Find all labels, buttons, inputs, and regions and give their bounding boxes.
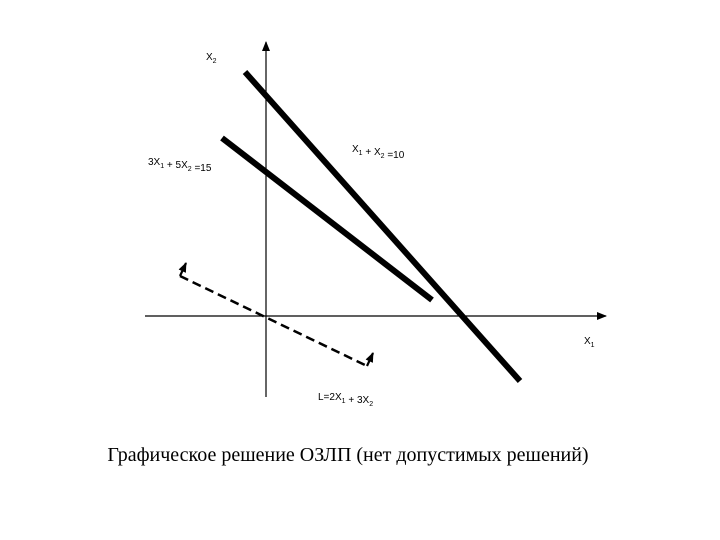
label-subscript: 1 bbox=[160, 163, 164, 170]
objective-arrow-left bbox=[178, 262, 187, 277]
label-part: X bbox=[352, 144, 359, 155]
label-subscript: 2 bbox=[213, 58, 217, 65]
label-subscript: 2 bbox=[188, 166, 192, 173]
objective-line bbox=[179, 274, 368, 368]
caption: Графическое решение ОЗЛП (нет допустимых… bbox=[107, 444, 589, 466]
line-b-label: 3X1 + 5X2 =15 bbox=[148, 157, 212, 174]
label-subscript: 1 bbox=[342, 398, 346, 405]
label-subscript: 1 bbox=[359, 150, 363, 157]
label-subscript: 2 bbox=[381, 153, 385, 160]
label-part: X bbox=[206, 52, 213, 63]
label-part: =15 bbox=[192, 163, 212, 174]
constraint-line-b bbox=[220, 135, 434, 303]
constraint-line-a bbox=[242, 70, 523, 383]
axis-x-label: X1 bbox=[584, 336, 595, 349]
line-a-label: X1 + X2 =10 bbox=[352, 144, 405, 161]
label-subscript: 2 bbox=[369, 401, 373, 408]
label-part: + 5X bbox=[164, 160, 188, 171]
label-part: L=2X bbox=[318, 392, 342, 403]
label-subscript: 1 bbox=[591, 342, 595, 349]
label-part: + 3X bbox=[346, 395, 370, 406]
label-part: 3X bbox=[148, 157, 161, 168]
label-part: =10 bbox=[385, 150, 405, 161]
label-part: + X bbox=[363, 147, 381, 158]
axis-y-label: X2 bbox=[206, 52, 217, 65]
objective-label: L=2X1 + 3X2 bbox=[318, 392, 373, 408]
label-part: X bbox=[584, 336, 591, 347]
objective-arrow-right bbox=[365, 352, 374, 367]
